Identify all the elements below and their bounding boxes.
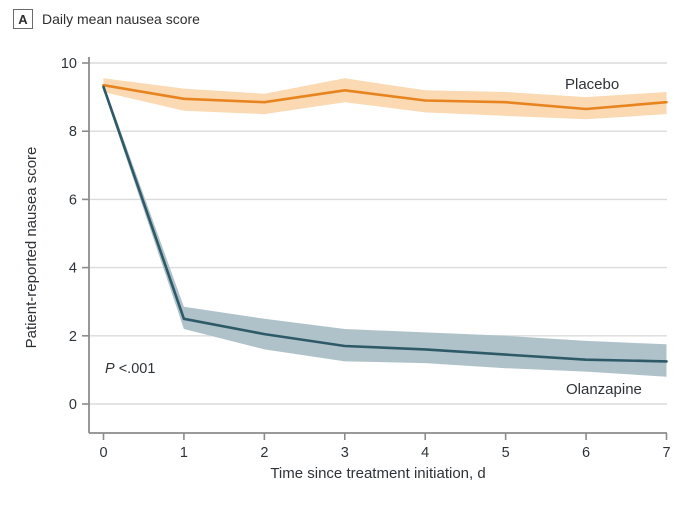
placebo-series-label: Placebo: [565, 76, 619, 93]
panel-header: A Daily mean nausea score: [13, 9, 200, 29]
y-tick-label-10: 10: [61, 56, 77, 72]
olanzapine-confidence-band: [103, 83, 667, 377]
placebo-line: [102, 83, 668, 111]
olanzapine-line: [102, 85, 668, 363]
x-tick-label-2: 2: [260, 445, 268, 461]
x-tick-label-6: 6: [582, 445, 590, 461]
x-tick-label-0: 0: [99, 445, 107, 461]
p-value-annotation: P <.001: [105, 361, 155, 377]
y-axis-label: Patient-reported nausea score: [23, 147, 40, 349]
x-tick-label-5: 5: [502, 445, 510, 461]
x-axis-label: Time since treatment initiation, d: [270, 465, 485, 482]
placebo-confidence-band: [103, 78, 667, 120]
y-tick-label-4: 4: [69, 261, 77, 277]
olanzapine-series-label: Olanzapine: [566, 381, 642, 398]
figure-title: Daily mean nausea score: [42, 11, 200, 27]
y-tick-label-6: 6: [69, 192, 77, 208]
x-tick-label-1: 1: [180, 445, 188, 461]
x-tick-label-4: 4: [421, 445, 429, 461]
y-tick-label-0: 0: [69, 397, 77, 413]
x-tick-label-3: 3: [341, 445, 349, 461]
panel-key-label: A: [13, 9, 33, 29]
x-tick-label-7: 7: [662, 445, 670, 461]
y-tick-label-2: 2: [69, 329, 77, 345]
y-tick-label-8: 8: [69, 124, 77, 140]
